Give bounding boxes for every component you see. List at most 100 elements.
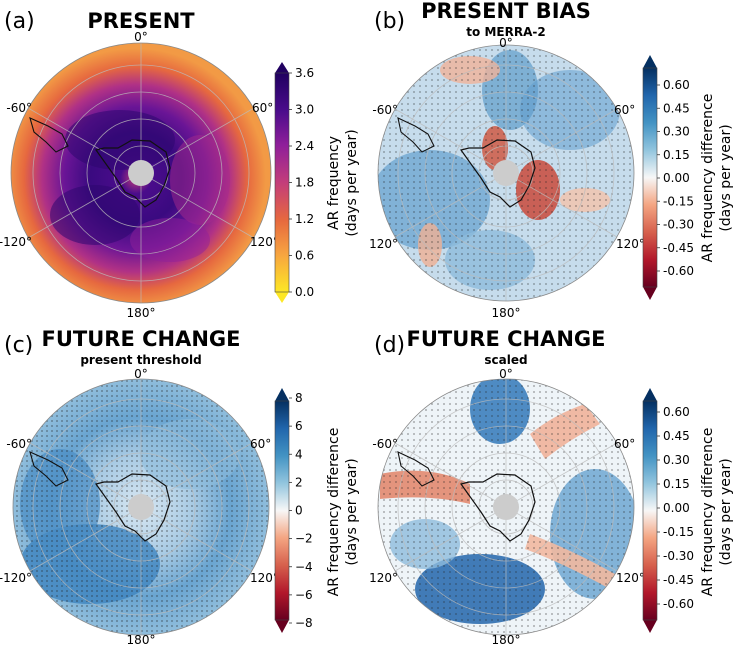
colorbar-tick-label: −2 [295,532,313,546]
lon-label-m120: -120° [370,571,398,585]
colorbar-tick-label: -0.15 [663,194,694,208]
colorbar [274,62,290,303]
colorbar-tick-label: 0.0 [295,285,314,299]
colorbar-tick-label: 0.15 [663,148,690,162]
panel-d-svg: (d) FUTURE CHANGE scaled 0° 60° 120° 180… [370,327,734,647]
panel-c-svg: (c) FUTURE CHANGE present threshold 0° 6… [0,327,360,647]
panel-d: (d) FUTURE CHANGE scaled 0° 60° 120° 180… [370,324,740,647]
colorbar-tick-label: 4 [295,447,303,461]
map-boundary [12,378,270,636]
south-america-coast [397,117,435,153]
panel-c: (c) FUTURE CHANGE present threshold 0° 6… [0,324,370,647]
colorbar-label-line2: (days per year) [718,458,734,565]
lon-label-60: 60° [614,437,635,451]
colorbar-tick-label: −6 [295,588,313,602]
colorbar-tick-label: -0.15 [663,525,694,539]
south-america-coast [29,451,69,487]
lon-label-120: 120° [250,235,279,249]
colorbar-tick-label: 2.4 [295,139,314,153]
colorbar-tick-label: -0.45 [663,241,694,255]
lon-label-60: 60° [252,101,273,115]
colorbar-label-line1: AR frequency difference [700,94,716,263]
lon-label-m60: -60° [6,101,32,115]
colorbar-tick-label: 0.30 [663,125,690,139]
colorbar-tick-label: 0.15 [663,477,690,491]
lon-label-m60: -60° [372,103,398,117]
colorbar-label-line2: (days per year) [344,129,360,236]
antarctica-coastline [459,139,536,208]
colorbar-tick-label: −4 [295,560,313,574]
colorbar-label-line2: (days per year) [344,458,360,565]
lon-label-m120: -120° [0,235,32,249]
colorbar-tick-label: -0.60 [663,264,694,278]
lon-label-m60: -60° [6,437,32,451]
colorbar-tick-label: 0.00 [663,501,690,515]
pole-mask [128,160,154,186]
colorbar-tick-label: 0.60 [663,405,690,419]
lon-label-m120: -120° [0,571,32,585]
lon-label-120: 120° [616,571,645,585]
lon-label-60: 60° [614,103,635,117]
pole-mask [493,494,519,520]
colorbar-label-line2: (days per year) [718,124,734,231]
panel-label: (b) [374,9,405,34]
antarctica-coastline [94,473,171,542]
panel-b-svg: (b) PRESENT BIAS to MERRA-2 0° 60° 120° … [370,0,734,320]
lon-label-m60: -60° [372,437,398,451]
colorbar-tick-label: 0.45 [663,101,690,115]
colorbar-tick-label: 1.8 [295,176,314,190]
lon-label-120: 120° [616,237,645,251]
panel-subtitle: to MERRA-2 [466,25,545,39]
map-field [13,379,269,635]
lon-label-0: 0° [134,367,148,381]
antarctica-coastline [94,139,171,208]
antarctica-coastline [459,473,536,542]
panel-subtitle: scaled [484,353,527,367]
lon-label-180: 180° [492,306,521,320]
panel-label: (c) [4,333,33,358]
colorbar-tick-label: 0.60 [663,78,690,92]
colorbar-tick-label: 1.2 [295,212,314,226]
lon-label-180: 180° [127,306,156,320]
colorbar [274,388,290,633]
lon-label-180: 180° [492,633,521,647]
colorbar-tick-label: 0.30 [663,453,690,467]
colorbar-tick-label: 3.6 [295,66,314,80]
colorbar-tick-label: 6 [295,419,303,433]
colorbar-tick-label: -0.60 [663,597,694,611]
lon-label-0: 0° [499,36,513,50]
colorbar-tick-label: 0.6 [295,249,314,263]
colorbar-label-line1: AR frequency difference [326,428,342,597]
lon-label-60: 60° [250,437,271,451]
lon-label-0: 0° [134,30,148,44]
panel-a-svg: (a) PRESENT 0° 60° 120° 180° -120° -60° … [0,9,360,320]
colorbar-tick-label: 0 [295,504,303,518]
lon-label-120: 120° [250,571,279,585]
map-boundary [377,378,635,636]
south-america-coast [397,451,435,487]
panel-title: PRESENT BIAS [421,0,591,23]
colorbar-tick-label: -0.45 [663,573,694,587]
panel-label: (a) [4,9,35,34]
colorbar-tick-label: -0.30 [663,549,694,563]
colorbar-label-line1: AR frequency [326,136,342,230]
colorbar [642,388,658,633]
lon-label-m120: -120° [370,237,398,251]
panel-title: PRESENT [87,9,195,33]
colorbar-tick-label: 0.45 [663,429,690,443]
pole-mask [128,494,154,520]
south-america-coast [29,117,69,153]
panel-title: FUTURE CHANGE [407,327,606,351]
map-boundary [10,42,272,304]
panel-title: FUTURE CHANGE [42,327,241,351]
colorbar [642,55,658,300]
map-boundary [377,44,635,302]
panel-a: (a) PRESENT 0° 60° 120° 180° -120° -60° … [0,0,370,323]
colorbar-tick-label: 8 [295,391,303,405]
panel-label: (d) [374,333,405,358]
lon-label-180: 180° [127,633,156,647]
colorbar-label-line1: AR frequency difference [700,428,716,597]
panel-b: (b) PRESENT BIAS to MERRA-2 0° 60° 120° … [370,0,740,323]
colorbar-tick-label: 0.00 [663,171,690,185]
colorbar-tick-label: 2 [295,475,303,489]
